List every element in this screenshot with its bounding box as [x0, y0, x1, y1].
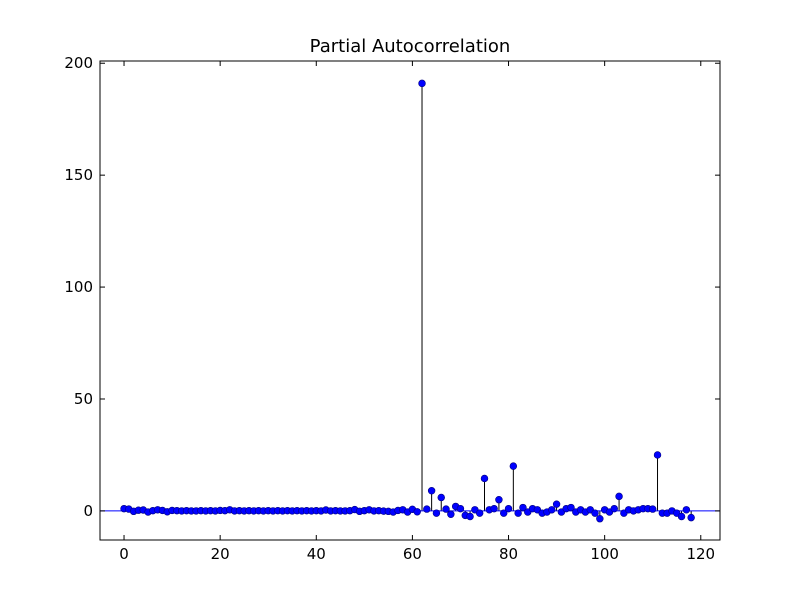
data-point: [591, 509, 599, 517]
data-point: [509, 462, 518, 470]
data-point: [596, 515, 604, 523]
axes-frame: [99, 60, 721, 541]
x-tick-label: 40: [307, 545, 326, 563]
y-tick-label: 50: [74, 390, 93, 408]
data-point: [682, 506, 691, 514]
data-point: [548, 506, 556, 514]
data-point: [427, 487, 436, 495]
data-point: [504, 504, 513, 513]
plot-area: 0 20 40 60 80 100 120 0 50 100 150 200: [64, 54, 721, 563]
data-point: [649, 505, 657, 513]
x-tick-label: 20: [211, 545, 230, 563]
x-tick-label: 60: [403, 545, 422, 563]
data-point: [466, 512, 474, 521]
data-point: [442, 505, 450, 513]
data-point: [432, 509, 441, 517]
data-point: [475, 509, 484, 517]
data-point: [514, 509, 522, 517]
y-tick-label: 150: [64, 166, 93, 184]
data-point: [495, 496, 503, 504]
data-point: [677, 512, 686, 521]
x-tick-label: 120: [686, 545, 715, 563]
data-point: [418, 79, 426, 88]
data-point: [490, 504, 498, 513]
x-tick-label: 100: [590, 545, 619, 563]
data-point: [456, 504, 465, 513]
data-point: [687, 513, 695, 522]
data-point: [413, 508, 421, 516]
chart-title: Partial Autocorrelation: [310, 36, 511, 57]
y-tick-label: 100: [64, 278, 93, 296]
data-point: [519, 503, 527, 512]
data-point: [437, 493, 445, 502]
data-point: [423, 505, 431, 513]
data-point: [610, 504, 618, 513]
y-tick-label: 200: [64, 54, 93, 72]
data-point: [567, 503, 575, 512]
data-point: [552, 500, 561, 508]
y-tick-label: 0: [83, 502, 93, 520]
data-point: [615, 492, 623, 501]
data-point: [447, 510, 455, 518]
x-tick-label: 0: [119, 545, 129, 563]
x-tick-label: 80: [499, 545, 518, 563]
data-point: [500, 509, 508, 517]
data-point: [653, 451, 662, 459]
data-point: [480, 474, 489, 483]
